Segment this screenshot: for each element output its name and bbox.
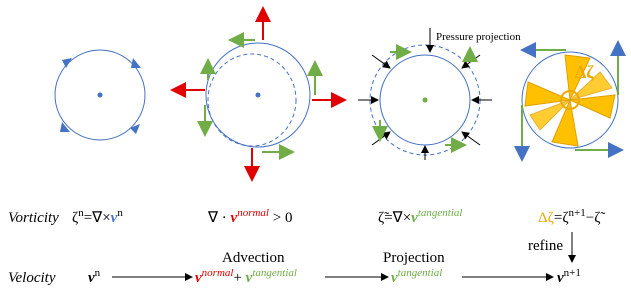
formula: ζ̃=∇×vtangential (378, 207, 462, 226)
step-label: Projection (383, 250, 445, 266)
formula: ζn=∇×vn (72, 207, 123, 226)
panel-3: Pressure projection (358, 28, 521, 160)
refine-label: refine (528, 238, 563, 254)
state: vnormal+ vtangential (195, 267, 297, 286)
formula: Δζ=ζn+1−ζ̃ (538, 207, 605, 226)
state: vn (88, 267, 101, 286)
panel-2 (172, 8, 345, 180)
step-label: Advection (222, 250, 285, 266)
delta-label: Δζ (575, 62, 594, 82)
panel-1 (55, 50, 145, 140)
state: vn+1 (557, 267, 581, 286)
diagram: Pressure projection Δζ Vorticity ζn=∇×vn… (0, 0, 631, 289)
panel-4: Δζ (522, 42, 622, 160)
row-label: Vorticity (8, 210, 59, 226)
row-label: Velocity (8, 270, 56, 286)
annotation: Pressure projection (436, 31, 521, 43)
state: vtangential (391, 267, 442, 286)
formula: ∇ · vnormal > 0 (207, 207, 292, 226)
